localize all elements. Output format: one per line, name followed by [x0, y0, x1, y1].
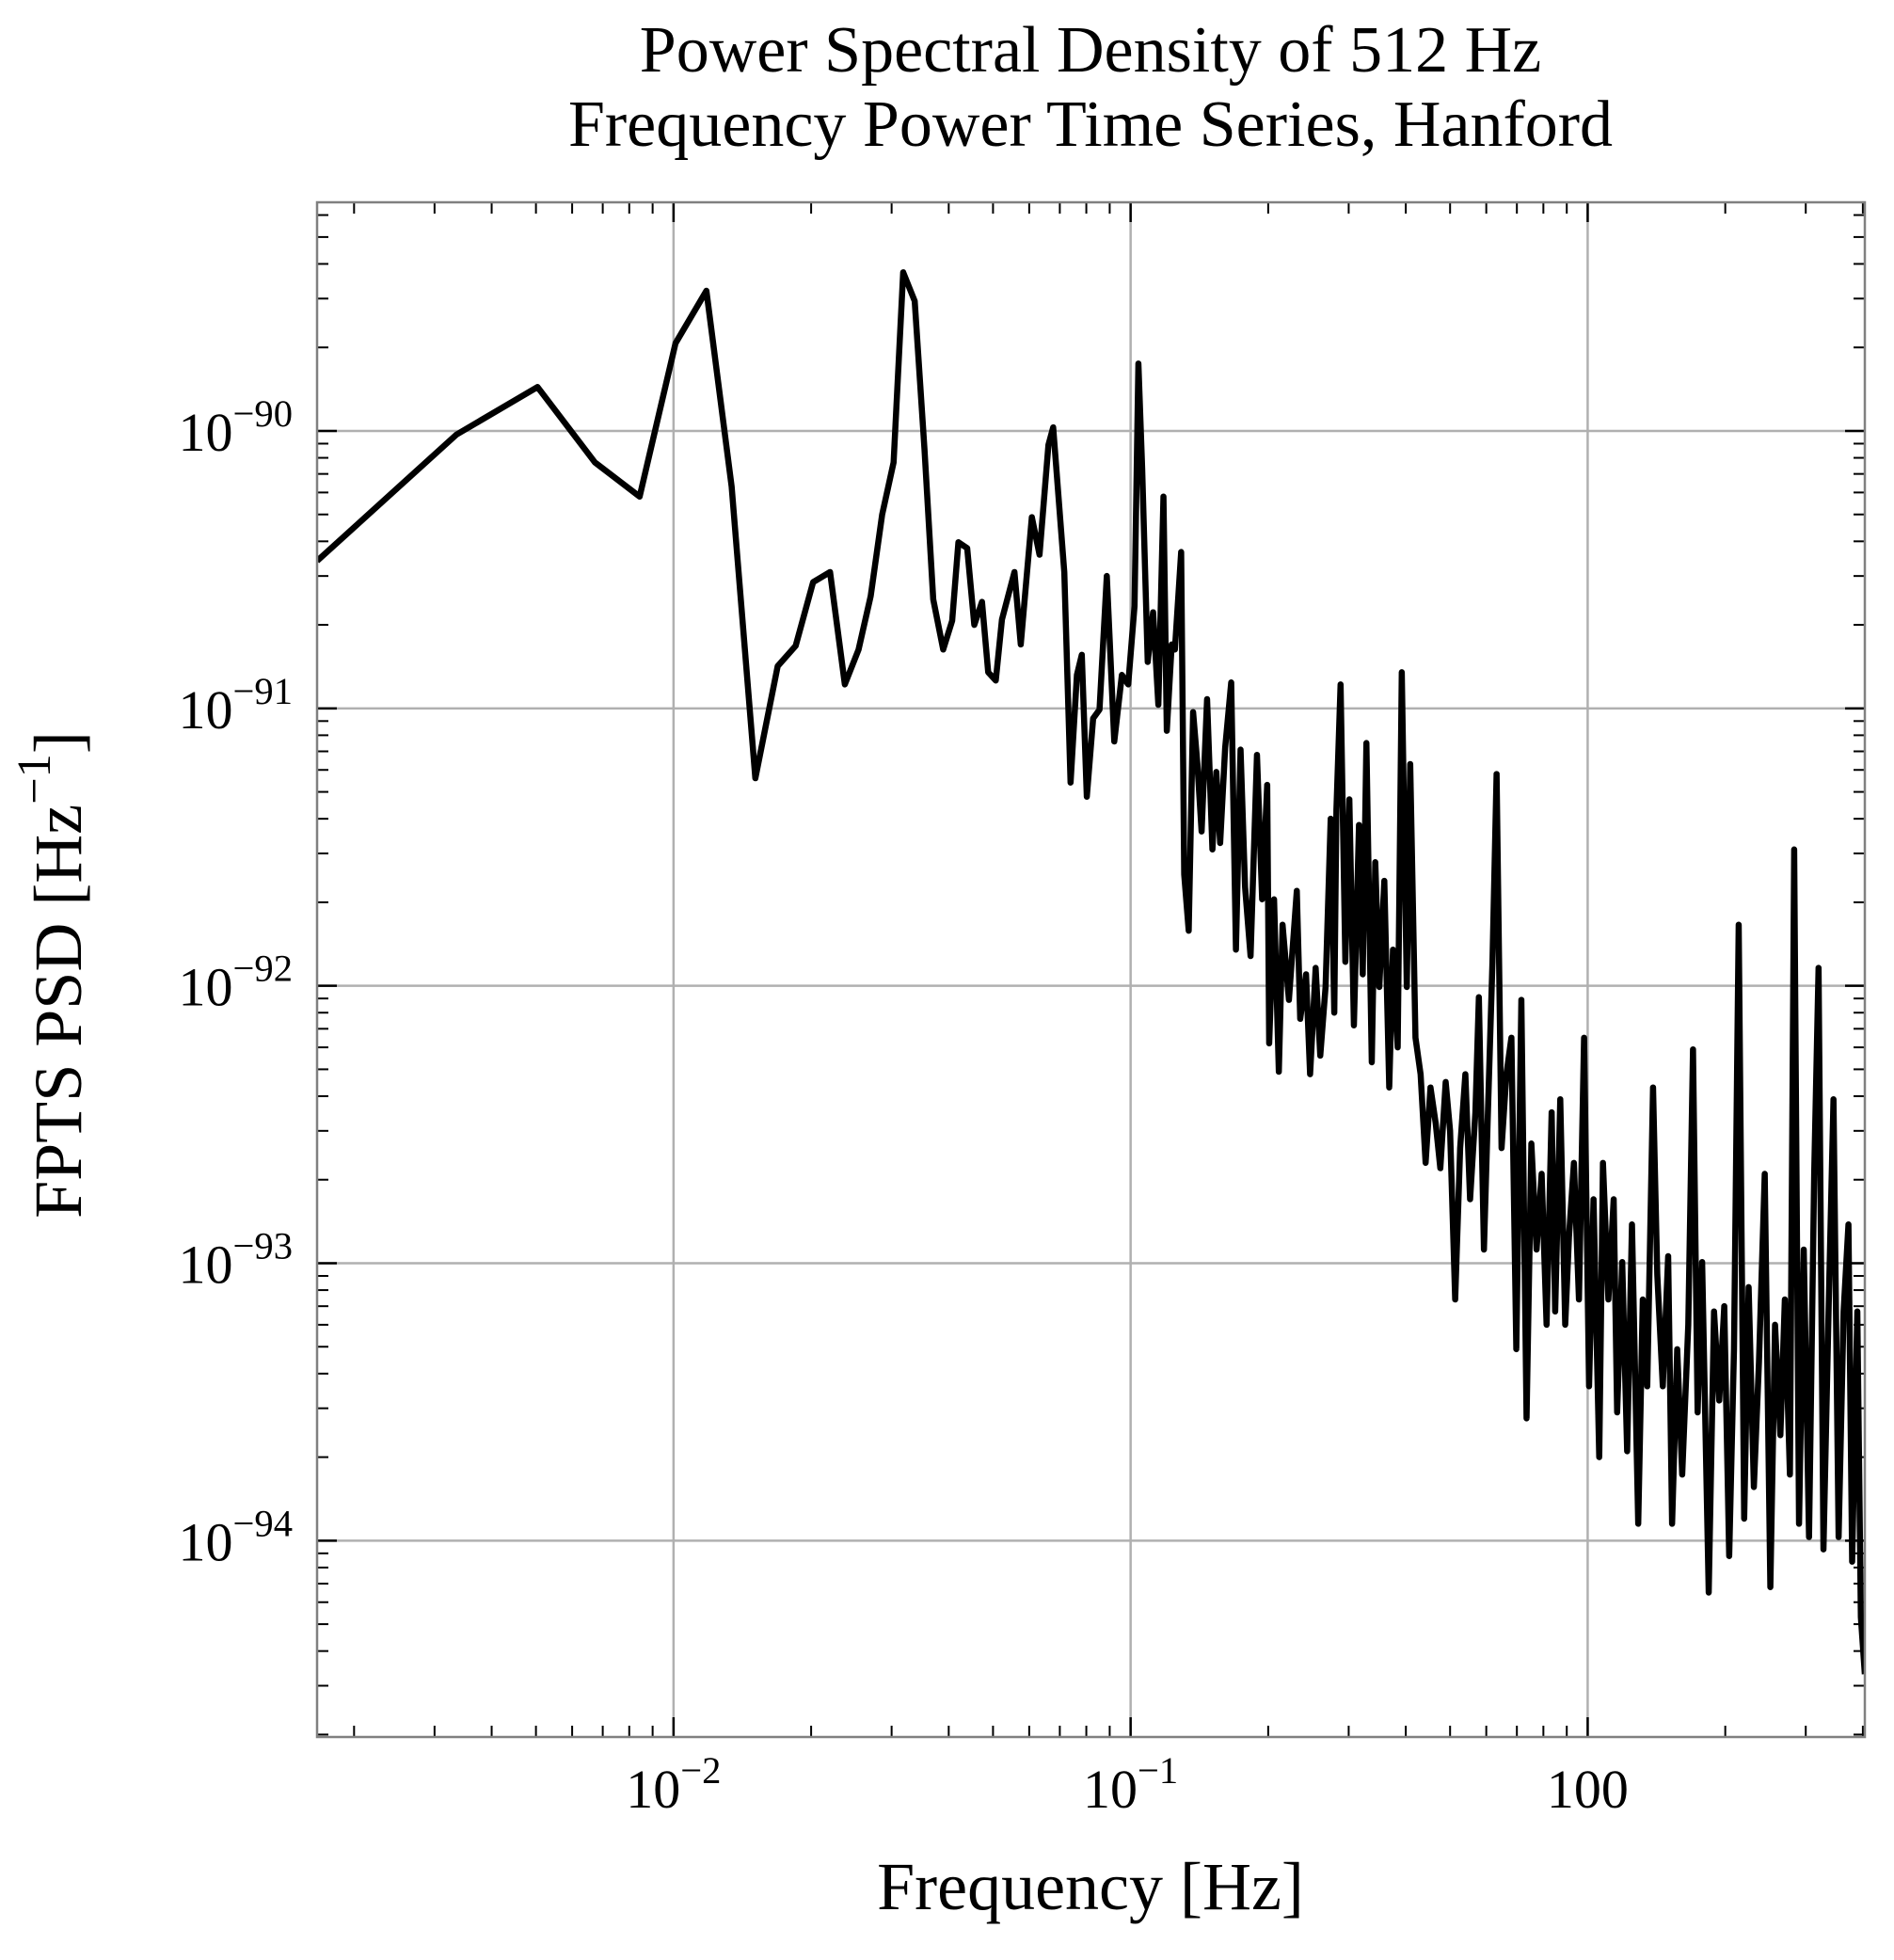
y-tick-label: 10−93	[179, 1224, 293, 1296]
x-axis-label: Frequency [Hz]	[877, 1849, 1304, 1924]
chart-title: Power Spectral Density of 512 Hz	[640, 14, 1541, 87]
plot-frame	[315, 200, 1867, 1739]
y-tick-label: 10−90	[179, 392, 293, 464]
y-tick-label: 10−92	[179, 947, 293, 1018]
chart-title: Frequency Power Time Series, Hanford	[568, 88, 1613, 161]
plot-area	[317, 269, 1865, 1675]
x-tick-label: 10−2	[626, 1749, 721, 1821]
y-axis-label: FPTS PSD [Hz−1]	[8, 731, 96, 1219]
y-tick-label: 10−94	[179, 1502, 293, 1573]
x-tick-label: 10−1	[1083, 1749, 1178, 1821]
data-line	[317, 269, 1865, 1675]
x-tick-label: 100	[1547, 1759, 1629, 1820]
y-tick-label: 10−91	[179, 670, 293, 741]
